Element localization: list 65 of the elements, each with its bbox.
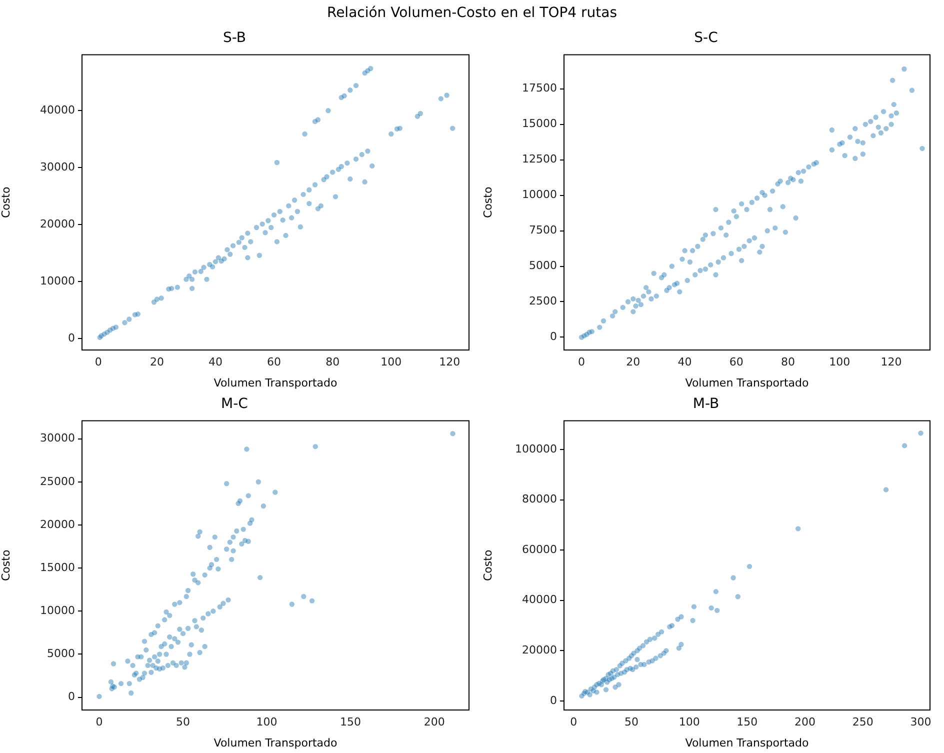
- y-axis-title: Costo: [0, 186, 12, 218]
- y-tick-label: 0: [68, 331, 75, 344]
- y-tick-label: 10000: [40, 604, 75, 618]
- y-tick-label: 40000: [522, 593, 557, 606]
- x-tick-label: 40: [208, 355, 222, 368]
- x-tick-label: 40: [678, 355, 692, 368]
- y-tick-label: 20000: [40, 518, 75, 531]
- y-tick-label: 0: [68, 690, 75, 704]
- x-tick-label: 60: [729, 355, 744, 368]
- y-tick-label: 20000: [40, 217, 75, 230]
- x-axis-title: Volumen Transportado: [214, 736, 338, 750]
- y-tick-label: 12500: [522, 152, 557, 166]
- chart-title: M-B: [692, 396, 720, 412]
- chart-title: S-B: [222, 30, 246, 46]
- chart-title: M-C: [221, 396, 248, 412]
- y-tick-label: 5000: [529, 259, 557, 272]
- chart-title: S-C: [694, 30, 718, 46]
- x-tick-label: 200: [424, 715, 445, 728]
- y-tick-label: 60000: [522, 542, 557, 556]
- y-tick-label: 30000: [40, 432, 75, 445]
- y-tick-label: 100000: [515, 442, 557, 456]
- x-tick-label: 300: [910, 715, 932, 728]
- y-tick-label: 40000: [40, 104, 75, 117]
- x-axis-title: Volumen Transportado: [685, 376, 809, 390]
- y-tick-label: 15000: [522, 117, 557, 130]
- y-tick-label: 2500: [529, 294, 557, 308]
- y-tick-label: 10000: [522, 188, 557, 202]
- y-axis-title: Costo: [481, 186, 494, 218]
- y-tick-label: 17500: [522, 82, 557, 95]
- y-tick-label: 7500: [529, 224, 557, 237]
- y-tick-label: 10000: [40, 274, 75, 288]
- x-tick-label: 100: [380, 355, 402, 368]
- x-tick-label: 0: [94, 355, 102, 368]
- x-tick-label: 200: [794, 715, 816, 728]
- x-tick-label: 50: [624, 715, 638, 728]
- x-tick-label: 0: [96, 715, 103, 728]
- x-tick-label: 100: [829, 355, 850, 368]
- x-tick-label: 250: [852, 715, 874, 728]
- y-tick-label: 0: [550, 330, 557, 344]
- y-tick-label: 15000: [40, 560, 75, 574]
- y-tick-label: 30000: [40, 160, 75, 174]
- y-axis-title: Costo: [481, 550, 494, 581]
- x-tick-label: 80: [781, 355, 796, 368]
- y-axis-title: Costo: [0, 550, 12, 581]
- x-tick-label: 50: [176, 715, 190, 728]
- x-tick-label: 120: [880, 355, 902, 368]
- text: Relación Volumen-Costo en el TOP4 rutas: [326, 5, 618, 21]
- x-tick-label: 100: [256, 715, 278, 728]
- x-tick-label: 150: [736, 715, 758, 728]
- x-tick-label: 0: [578, 355, 586, 368]
- y-tick-label: 25000: [40, 474, 75, 488]
- y-tick-label: 5000: [47, 647, 75, 660]
- x-tick-label: 120: [439, 355, 460, 368]
- x-tick-label: 20: [626, 355, 640, 368]
- x-axis-title: Volumen Transportado: [214, 376, 338, 390]
- x-axis-title: Volumen Transportado: [685, 736, 809, 750]
- x-tick-label: 60: [267, 355, 282, 368]
- x-tick-label: 100: [678, 715, 700, 728]
- y-tick-label: 20000: [522, 644, 557, 657]
- x-tick-label: 150: [340, 715, 362, 728]
- x-tick-label: 0: [570, 715, 578, 728]
- y-tick-label: 0: [550, 694, 557, 707]
- x-tick-label: 20: [150, 355, 164, 368]
- y-tick-label: 80000: [522, 492, 557, 506]
- x-tick-label: 80: [326, 355, 340, 368]
